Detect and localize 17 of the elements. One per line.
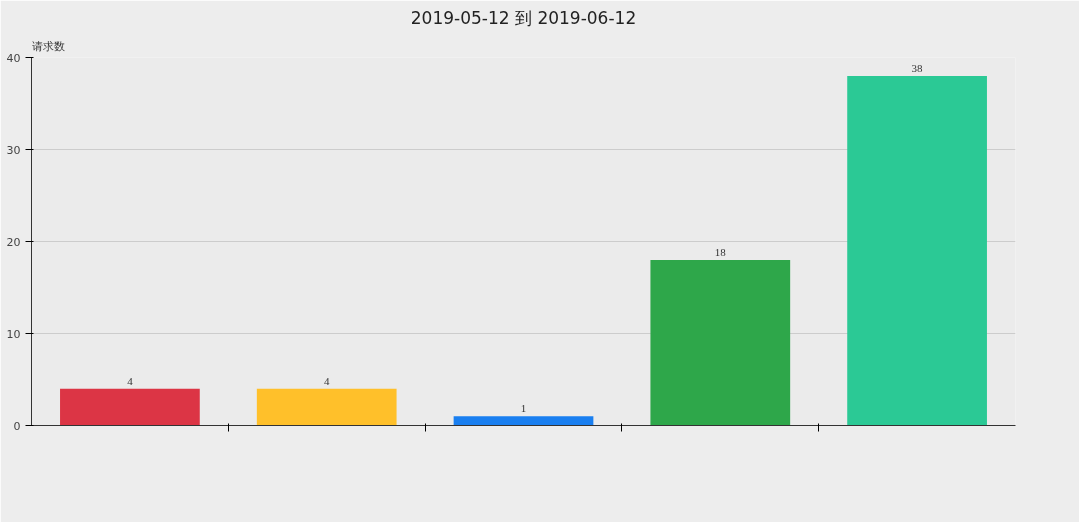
y-tick-label: 30 — [6, 143, 21, 157]
y-tick-label: 20 — [6, 235, 21, 249]
y-tick-label: 10 — [6, 327, 21, 341]
bar — [847, 75, 987, 426]
data-label: 18 — [714, 245, 727, 258]
bar — [256, 388, 397, 426]
chart-title: 2019-05-12 到 2019-06-12 — [410, 7, 637, 28]
y-tick-label: 0 — [13, 419, 21, 433]
bar — [60, 388, 200, 426]
data-label: 38 — [911, 61, 924, 74]
data-label: 1 — [520, 402, 527, 415]
data-label: 4 — [127, 374, 134, 387]
y-axis-title: 请求数 — [31, 39, 65, 53]
data-label: 4 — [323, 374, 330, 387]
y-tick-label: 40 — [6, 51, 21, 65]
bar — [453, 416, 594, 426]
bar — [650, 259, 791, 426]
